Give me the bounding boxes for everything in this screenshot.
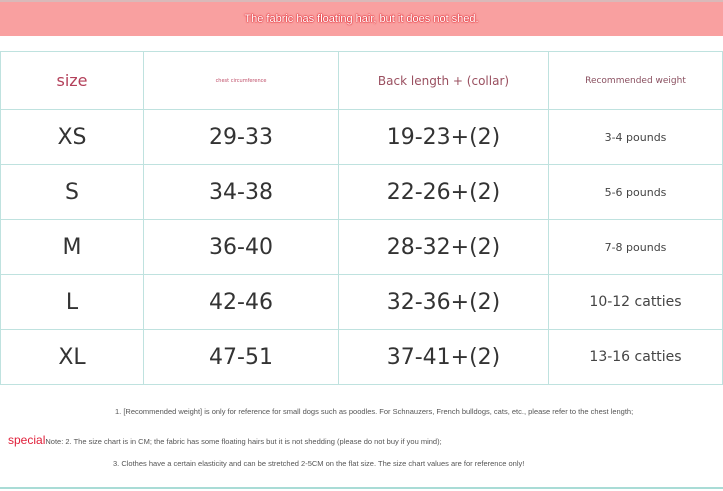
notes-section: 1. [Recommended weight] is only for refe… — [0, 388, 723, 489]
note-1: 1. [Recommended weight] is only for refe… — [115, 407, 634, 416]
special-label: special — [8, 433, 46, 447]
table-row: XS 29-33 19-23+(2) 3-4 pounds — [0, 109, 723, 165]
size-cell: L — [0, 274, 144, 330]
back-cell: 22-26+(2) — [338, 164, 549, 220]
table-row: L 42-46 32-36+(2) 10-12 catties — [0, 274, 723, 330]
size-cell: M — [0, 219, 144, 275]
weight-cell: 13-16 catties — [548, 329, 723, 385]
table-row: M 36-40 28-32+(2) 7-8 pounds — [0, 219, 723, 275]
back-cell: 19-23+(2) — [338, 109, 549, 165]
table-row: S 34-38 22-26+(2) 5-6 pounds — [0, 164, 723, 220]
banner: The fabric has floating hair, but it doe… — [0, 0, 723, 36]
header-row: size chest circumference Back length + (… — [0, 51, 723, 110]
chest-cell: 34-38 — [143, 164, 339, 220]
size-cell: XL — [0, 329, 144, 385]
size-chart-table: size chest circumference Back length + (… — [0, 51, 723, 385]
note-2: Note: 2. The size chart is in CM; the fa… — [45, 437, 442, 446]
header-size: size — [0, 51, 144, 110]
weight-cell: 5-6 pounds — [548, 164, 723, 220]
back-cell: 32-36+(2) — [338, 274, 549, 330]
chest-cell: 36-40 — [143, 219, 339, 275]
weight-cell: 7-8 pounds — [548, 219, 723, 275]
size-cell: XS — [0, 109, 144, 165]
weight-cell: 3-4 pounds — [548, 109, 723, 165]
chest-cell: 47-51 — [143, 329, 339, 385]
back-cell: 28-32+(2) — [338, 219, 549, 275]
table-row: XL 47-51 37-41+(2) 13-16 catties — [0, 329, 723, 385]
back-cell: 37-41+(2) — [338, 329, 549, 385]
note-3: 3. Clothes have a certain elasticity and… — [113, 459, 525, 468]
banner-text: The fabric has floating hair, but it doe… — [244, 13, 479, 25]
weight-cell: 10-12 catties — [548, 274, 723, 330]
note-2-line: specialNote: 2. The size chart is in CM;… — [8, 433, 442, 447]
header-weight: Recommended weight — [548, 51, 723, 110]
chest-cell: 29-33 — [143, 109, 339, 165]
chest-cell: 42-46 — [143, 274, 339, 330]
header-chest: chest circumference — [143, 51, 339, 110]
header-back-length: Back length + (collar) — [338, 51, 549, 110]
size-cell: S — [0, 164, 144, 220]
